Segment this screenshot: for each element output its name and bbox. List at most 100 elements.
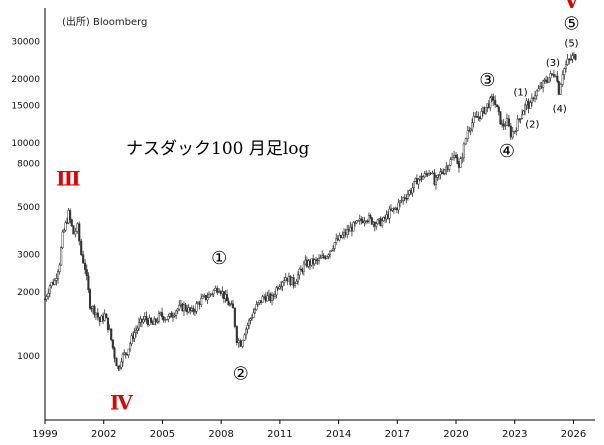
candle-body (388, 208, 391, 219)
candle-body (266, 295, 269, 302)
candle-body (352, 222, 355, 232)
candle-body (568, 58, 571, 61)
candle-body (397, 202, 400, 211)
chart-title: ナスダック100 月足log (126, 139, 310, 159)
candle-body (448, 164, 451, 170)
candle-body (70, 219, 73, 226)
candle-body (64, 222, 67, 231)
candle-body (103, 313, 106, 321)
candle-body (556, 75, 559, 82)
y-tick-label: 10000 (11, 139, 40, 149)
candle-body (515, 130, 518, 132)
candle-body (451, 157, 454, 160)
x-tick-label: 2005 (150, 429, 175, 440)
candle-body (360, 218, 363, 222)
candle-body (302, 263, 305, 272)
candle-body (250, 317, 254, 319)
candle-body (535, 90, 538, 97)
candle-body (48, 285, 51, 294)
candle-body (176, 308, 179, 312)
candle-body (489, 97, 492, 108)
candle-body (502, 123, 505, 127)
candle-body (110, 328, 113, 341)
candle-body (175, 310, 178, 316)
candle-body (431, 172, 434, 174)
candle-body (519, 118, 522, 120)
candle-body (547, 77, 551, 83)
candle-body (162, 316, 165, 321)
candle-body (529, 102, 532, 109)
candle-body (192, 308, 195, 312)
candle-body (325, 256, 328, 259)
candle-body (249, 318, 252, 321)
candle-body (61, 231, 64, 249)
wave-label: (4) (553, 104, 567, 115)
candle-body (471, 122, 474, 130)
candle-body (456, 157, 459, 164)
wave-label: ④ (499, 141, 515, 162)
candle-body (270, 295, 274, 302)
candle-body (239, 340, 242, 347)
candle-body (462, 143, 465, 158)
candle-body (499, 111, 502, 125)
candle-body (461, 157, 464, 159)
candle-body (67, 210, 70, 224)
candle-body (227, 300, 230, 306)
candle-body (74, 231, 77, 235)
candle-body (443, 169, 446, 174)
candle-body (241, 340, 244, 347)
candle-body (411, 187, 414, 194)
candle-body (76, 223, 79, 232)
candle-body (45, 296, 48, 300)
wave-label: Ⅴ (563, 0, 580, 13)
candle-body (69, 210, 72, 220)
candle-body (170, 312, 173, 318)
candle-body (56, 271, 60, 279)
candle-body (466, 130, 469, 139)
candle-body (468, 130, 471, 132)
candle-body (429, 172, 432, 175)
candle-body (472, 116, 475, 123)
wave-label: ③ (479, 70, 495, 91)
candle-body (532, 97, 535, 100)
y-tick-label: 20000 (11, 75, 40, 85)
candle-body (484, 107, 487, 114)
candle-body (559, 84, 562, 95)
candle-body (293, 283, 297, 286)
candle-body (346, 229, 349, 235)
wave-label: (1) (514, 87, 528, 98)
candle-body (511, 131, 514, 138)
candle-body (322, 255, 325, 258)
candle-body (211, 293, 214, 295)
candle-body (275, 287, 278, 296)
candle-body (184, 304, 187, 311)
candle-body (522, 110, 525, 115)
candle-body (382, 217, 385, 222)
candle-body (96, 312, 99, 318)
candle-body (214, 287, 217, 291)
candle-body (200, 298, 203, 305)
candle-body (298, 268, 301, 276)
candle-body (111, 339, 114, 349)
candle-body (118, 366, 121, 370)
candle-body (142, 319, 145, 323)
candle-body (206, 297, 209, 300)
candle-body (564, 64, 568, 69)
candle-body (369, 215, 372, 218)
candle-body (504, 125, 507, 127)
candle-body (550, 73, 553, 75)
y-tick-label: 2000 (17, 288, 40, 298)
wave-label: (3) (546, 58, 560, 69)
candle-body (574, 54, 577, 60)
candle-body (366, 220, 369, 223)
candle-body (313, 259, 316, 265)
candle-body (58, 264, 61, 272)
wave-label: ⑤ (563, 14, 579, 35)
candle-body (130, 335, 133, 345)
x-tick-label: 1999 (32, 429, 57, 440)
candle-body (437, 174, 440, 176)
x-tick-label: 2020 (443, 429, 468, 440)
candle-body (53, 280, 56, 285)
candle-body (87, 275, 90, 291)
